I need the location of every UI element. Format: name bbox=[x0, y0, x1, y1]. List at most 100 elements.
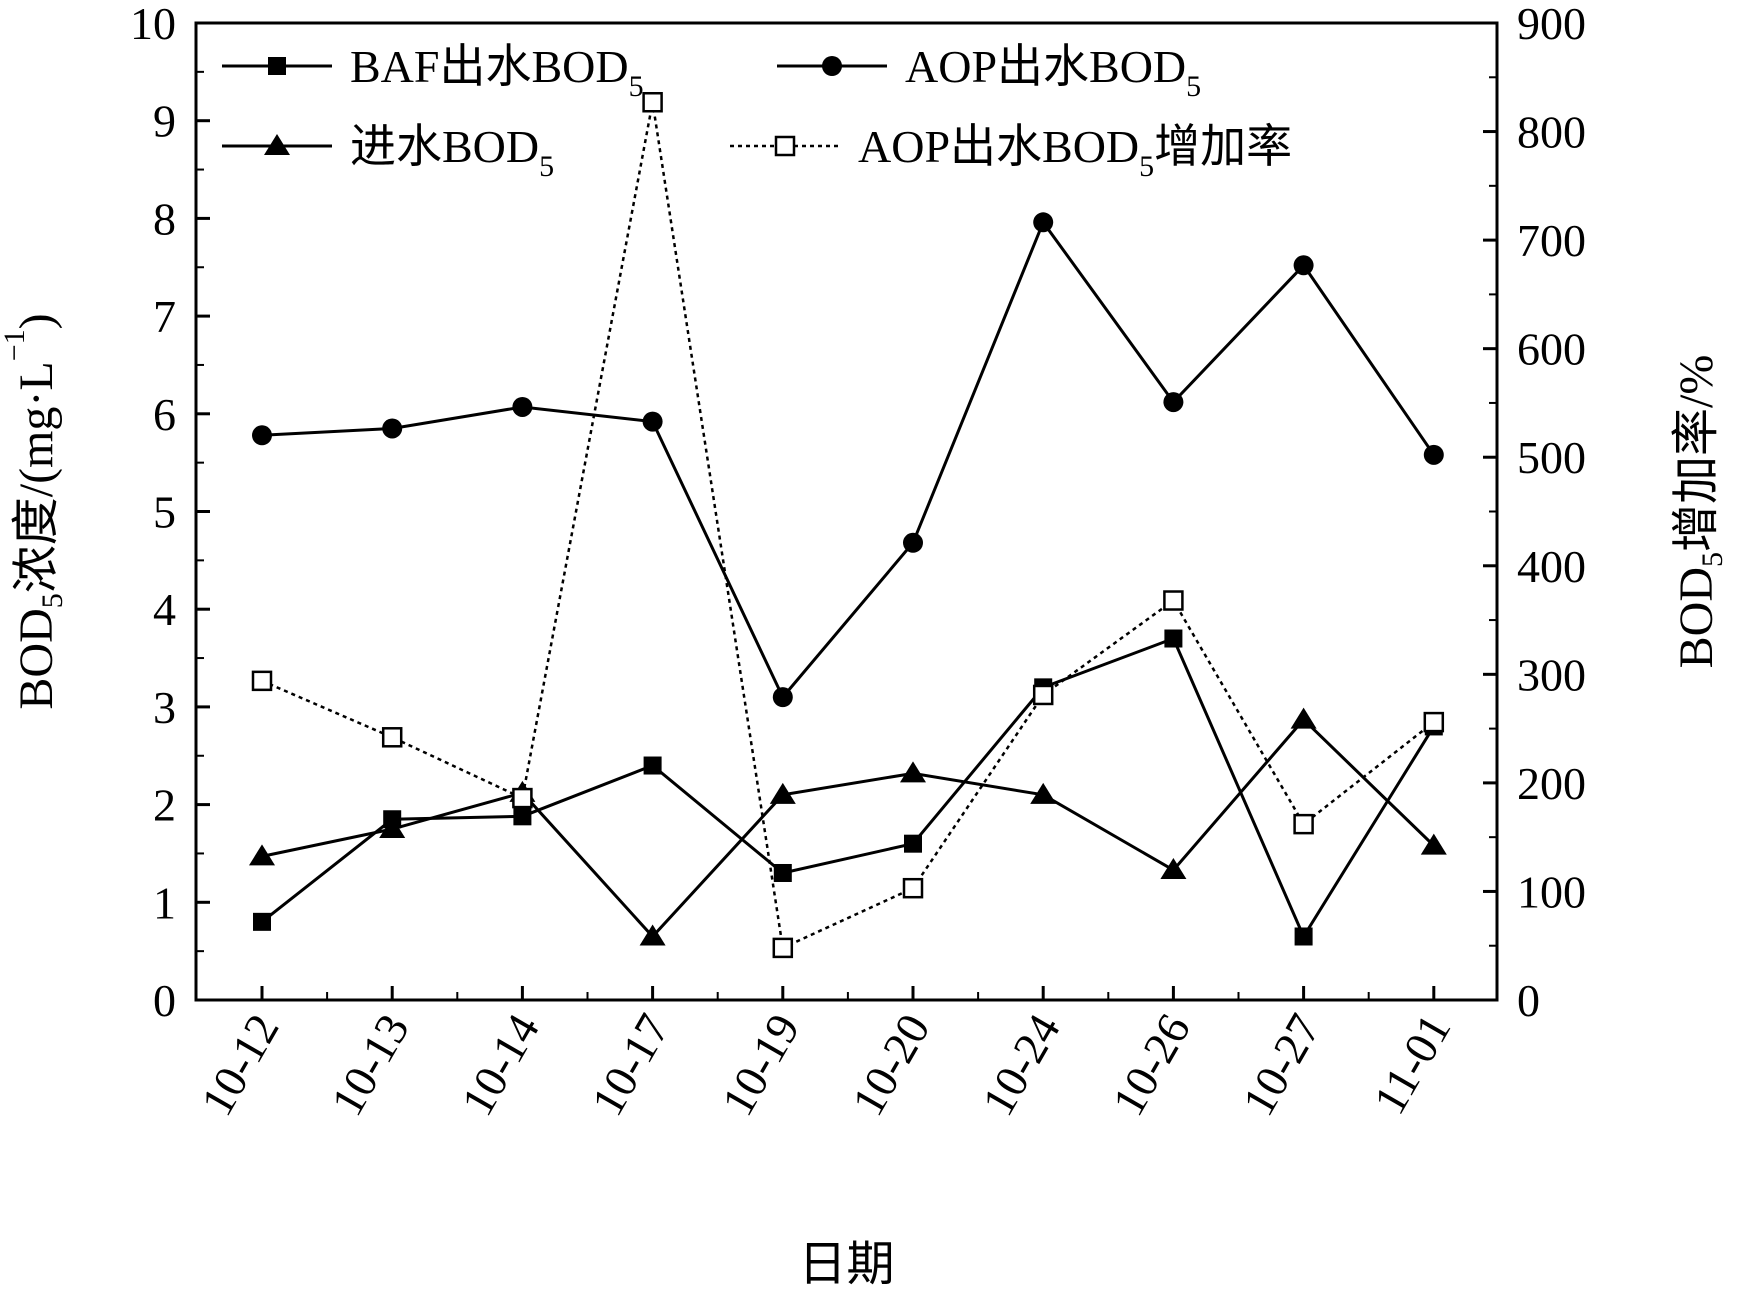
series-line-influent bbox=[261, 717, 1435, 939]
left-tick-label: 10 bbox=[130, 0, 176, 49]
right-tick-label: 700 bbox=[1517, 215, 1586, 266]
x-axis: 10-12 10-13 10-14 10-17 10-19 10-20 10-24 10-26… bbox=[191, 986, 1460, 1124]
data-point-influent bbox=[1160, 858, 1187, 880]
left-axis-title: BOD5浓度/(mg·L−1) bbox=[0, 313, 69, 709]
series-line-baf-effluent bbox=[261, 636, 1436, 940]
left-tick-label: 3 bbox=[153, 682, 176, 733]
data-point-aop-increase-rate bbox=[1293, 813, 1314, 835]
legend-label-sub: 5 bbox=[629, 70, 644, 103]
left-axis-title-sub: 5 bbox=[36, 593, 69, 608]
data-point-baf-effluent bbox=[513, 807, 532, 826]
data-point-aop-increase-rate bbox=[902, 877, 924, 899]
data-point-baf-effluent bbox=[1294, 927, 1313, 946]
right-tick-label: 400 bbox=[1517, 541, 1586, 592]
right-tick-label: 0 bbox=[1517, 975, 1540, 1026]
data-point-aop-effluent bbox=[1423, 444, 1444, 465]
left-tick-label: 5 bbox=[153, 487, 176, 538]
right-axis-title-main: BOD bbox=[1670, 567, 1723, 668]
left-axis-title-close: ) bbox=[10, 313, 63, 329]
data-point-aop-effluent bbox=[772, 687, 793, 708]
data-point-influent bbox=[379, 817, 406, 839]
x-tick-label: 10-26 bbox=[1102, 1006, 1200, 1124]
data-point-aop-increase-rate bbox=[642, 91, 663, 113]
right-axis-title-rest: 增加率/% bbox=[1670, 355, 1723, 552]
legend-label-aop-effluent: AOP出水BOD5 bbox=[905, 41, 1201, 103]
data-point-aop-effluent bbox=[642, 411, 663, 432]
right-tick-label: 600 bbox=[1517, 324, 1586, 375]
left-tick-label: 0 bbox=[153, 975, 176, 1026]
data-point-aop-effluent bbox=[1033, 212, 1054, 233]
x-tick-label: 10-19 bbox=[712, 1006, 810, 1124]
right-tick-label: 500 bbox=[1517, 432, 1586, 483]
x-axis-title: 日期 bbox=[798, 1238, 894, 1291]
data-point-aop-increase-rate bbox=[512, 787, 533, 809]
data-point-aop-increase-rate bbox=[1423, 711, 1445, 733]
x-tick-label: 10-20 bbox=[842, 1006, 940, 1124]
series-aop-increase-rate bbox=[251, 91, 1445, 959]
left-axis: 0 1 2 3 4 5 6 7 8 9 10 bbox=[130, 0, 210, 1026]
data-point-aop-effluent bbox=[252, 425, 272, 446]
right-tick-label: 300 bbox=[1517, 649, 1586, 700]
data-point-baf-effluent bbox=[1164, 629, 1183, 648]
data-point-aop-effluent bbox=[382, 418, 403, 439]
data-point-aop-effluent bbox=[1293, 255, 1314, 276]
legend-label-main: 进水BOD bbox=[350, 121, 539, 172]
legend-label-main: BAF出水BOD bbox=[350, 41, 629, 92]
left-axis-title-rest: 浓度/(mg·L bbox=[10, 361, 63, 593]
x-tick-label: 10-13 bbox=[321, 1006, 419, 1124]
legend-marker-influent bbox=[264, 134, 290, 155]
series-aop-effluent bbox=[252, 212, 1444, 708]
right-tick-label: 100 bbox=[1517, 866, 1586, 917]
left-tick-label: 2 bbox=[153, 780, 176, 831]
left-tick-label: 4 bbox=[153, 584, 176, 635]
left-axis-title-main: BOD bbox=[10, 608, 63, 709]
right-axis-title-sub: 5 bbox=[1696, 552, 1729, 567]
right-tick-label: 900 bbox=[1517, 0, 1586, 49]
legend-label-influent: 进水BOD5 bbox=[350, 121, 554, 183]
data-point-influent bbox=[1290, 707, 1317, 729]
right-tick-label: 800 bbox=[1517, 107, 1586, 158]
x-tick-label: 10-24 bbox=[972, 1006, 1070, 1124]
legend-marker-baf-effluent bbox=[268, 57, 286, 75]
legend-label-aop-increase-rate: AOP出水BOD5增加率 bbox=[858, 121, 1292, 183]
data-point-influent bbox=[639, 924, 666, 946]
right-axis: 0 100 200 300 400 500 600 700 800 900 bbox=[1483, 0, 1586, 1026]
legend-label-main: AOP出水BOD bbox=[858, 121, 1139, 172]
right-axis-title: BOD5增加率/% bbox=[1670, 355, 1729, 669]
data-point-aop-effluent bbox=[903, 532, 923, 553]
legend-label-sub: 5 bbox=[1186, 70, 1201, 103]
right-tick-label: 200 bbox=[1517, 758, 1586, 809]
left-tick-label: 8 bbox=[153, 193, 176, 244]
series-baf-effluent bbox=[253, 629, 1443, 946]
left-tick-label: 7 bbox=[153, 291, 176, 342]
data-point-baf-effluent bbox=[253, 912, 271, 931]
series-line-aop-effluent bbox=[261, 219, 1436, 700]
data-point-aop-increase-rate bbox=[1163, 590, 1184, 611]
data-point-aop-increase-rate bbox=[381, 727, 403, 748]
x-tick-label: 10-17 bbox=[581, 1006, 679, 1124]
data-point-aop-increase-rate bbox=[1032, 684, 1054, 706]
data-point-influent bbox=[249, 844, 275, 866]
series-line-aop-increase-rate bbox=[261, 102, 1435, 950]
data-point-influent bbox=[769, 782, 796, 804]
series-influent bbox=[249, 707, 1447, 946]
left-tick-label: 6 bbox=[153, 389, 176, 440]
x-tick-label: 10-27 bbox=[1232, 1006, 1330, 1124]
data-point-aop-increase-rate bbox=[251, 670, 273, 692]
data-point-influent bbox=[1420, 833, 1447, 855]
data-point-baf-effluent bbox=[773, 863, 792, 882]
x-tick-label: 10-12 bbox=[191, 1006, 289, 1124]
data-point-aop-increase-rate bbox=[772, 937, 794, 959]
data-point-baf-effluent bbox=[643, 756, 662, 775]
legend-label-sub: 5 bbox=[1139, 150, 1154, 183]
data-point-influent bbox=[900, 761, 926, 783]
legend-label-sub: 5 bbox=[539, 150, 554, 183]
legend-marker-aop-effluent bbox=[822, 56, 842, 76]
legend-label-after: 增加率 bbox=[1154, 121, 1292, 172]
legend-label-main: AOP出水BOD bbox=[905, 41, 1186, 92]
left-tick-label: 9 bbox=[153, 96, 176, 147]
left-axis-title-sup: −1 bbox=[0, 329, 31, 361]
